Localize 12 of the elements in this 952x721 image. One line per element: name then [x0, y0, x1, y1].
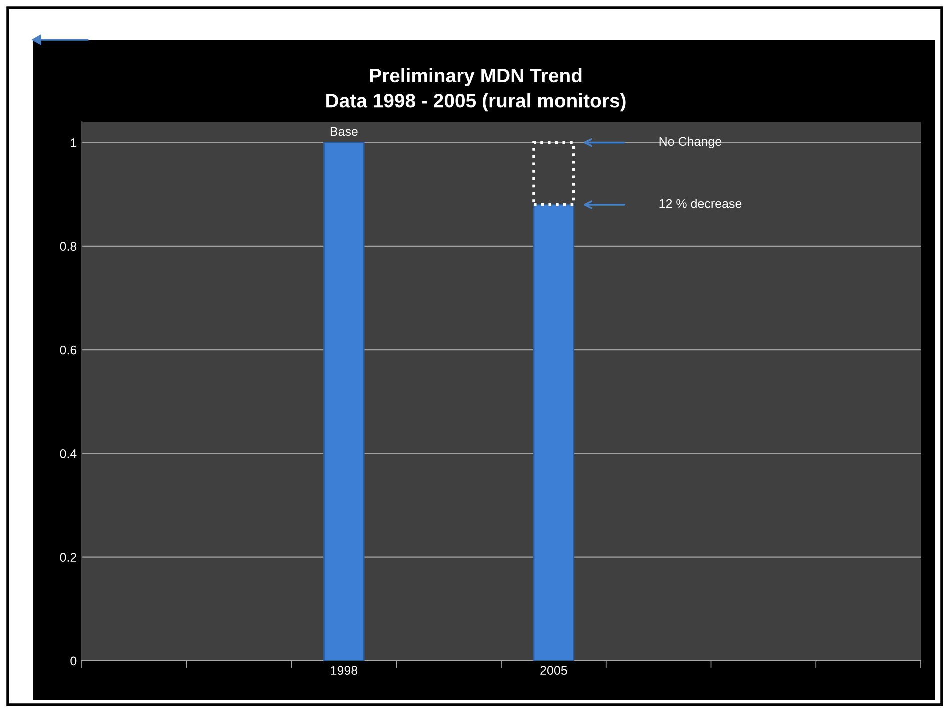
y-tick-label: 1 [71, 138, 77, 148]
annotation: No Change [660, 136, 722, 149]
y-tick-label: 0.4 [60, 449, 77, 458]
annotation: Base [330, 127, 358, 136]
chart-title: Preliminary MDN Trend Data 1998 - 2005 (rural monitors) [326, 68, 626, 112]
y-tick-label: 0.6 [60, 346, 77, 355]
x-tick-label: 2005 [540, 666, 568, 676]
y-tick-label: 0.8 [60, 242, 77, 252]
y-tick-label: 0.2 [60, 553, 77, 562]
x-tick-label: 1998 [331, 666, 358, 676]
annotation: 12 % decrease [660, 199, 742, 208]
y-tick-label: 0 [70, 656, 77, 666]
